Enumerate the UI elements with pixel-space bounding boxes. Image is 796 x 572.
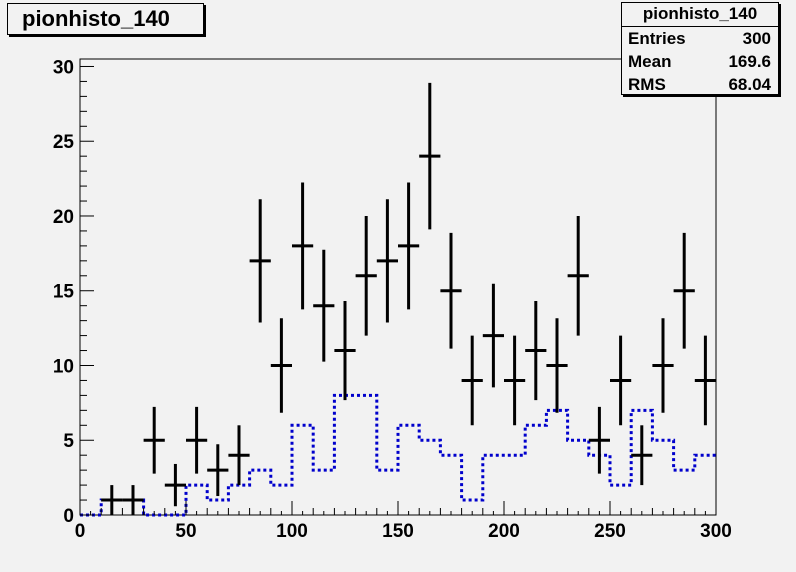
dotted-step-line (80, 393, 716, 517)
errorbar-point (249, 199, 271, 323)
stats-row-entries: Entries 300 (622, 27, 778, 50)
errorbar-point (694, 335, 716, 426)
errorbar-point (164, 463, 186, 507)
stats-box: pionhisto_140 Entries 300 Mean 169.6 RMS… (621, 2, 779, 95)
errorbar-point (207, 444, 229, 497)
x-tick-label: 100 (276, 521, 308, 542)
stats-value: 68.04 (728, 75, 771, 94)
errorbar-point (101, 485, 123, 515)
x-tick-label: 0 (75, 521, 86, 542)
errorbar-point (419, 82, 441, 230)
errorbar-point (292, 182, 314, 310)
errorbar-point (482, 283, 504, 388)
y-axis: 0 5 10 15 20 25 30 (53, 57, 94, 527)
errorbar-point (461, 335, 483, 426)
y-tick-label: 25 (53, 132, 75, 153)
histogram-title: pionhisto_140 (7, 3, 204, 35)
stats-row-mean: Mean 169.6 (622, 50, 778, 73)
errorbar-point (313, 249, 335, 362)
stats-row-rms: RMS 68.04 (622, 73, 778, 96)
x-tick-label: 300 (700, 521, 732, 542)
y-tick-label: 30 (53, 57, 74, 78)
errorbar-point (270, 318, 292, 413)
stats-label: Mean (628, 52, 672, 71)
errorbar-point (122, 485, 144, 515)
dotted-histogram-series (80, 393, 716, 517)
y-tick-label: 20 (53, 207, 74, 228)
stats-title: pionhisto_140 (622, 3, 778, 27)
errorbar-point (355, 215, 377, 336)
errorbar-point (631, 425, 653, 486)
x-tick-label: 200 (488, 521, 520, 542)
y-tick-label: 10 (53, 356, 74, 377)
errorbar-point (567, 215, 589, 336)
errorbar-point (334, 300, 356, 401)
y-tick-label: 15 (53, 282, 75, 303)
errorbar-point (440, 232, 462, 349)
x-tick-label: 250 (594, 521, 626, 542)
x-axis: 0 50 100 150 200 250 300 (75, 501, 732, 542)
stats-label: Entries (628, 29, 686, 48)
y-tick-label: 5 (63, 431, 74, 452)
errorbar-point (588, 406, 610, 474)
x-tick-label: 150 (382, 521, 414, 542)
x-tick-label: 50 (175, 521, 196, 542)
errorbar-point (143, 406, 165, 474)
errorbar-point (652, 318, 674, 413)
errorbar-series (101, 82, 716, 515)
errorbar-point (398, 182, 420, 310)
errorbar-point (376, 199, 398, 323)
errorbar-point (228, 425, 250, 486)
stats-value: 300 (742, 29, 771, 48)
errorbar-point (610, 335, 632, 426)
errorbar-point (546, 318, 568, 413)
errorbar-point (186, 406, 208, 474)
errorbar-point (673, 232, 695, 349)
y-tick-label: 0 (63, 506, 74, 527)
errorbar-point (525, 300, 547, 401)
stats-label: RMS (628, 75, 666, 94)
errorbar-point (504, 335, 526, 426)
stats-value: 169.6 (728, 52, 771, 71)
